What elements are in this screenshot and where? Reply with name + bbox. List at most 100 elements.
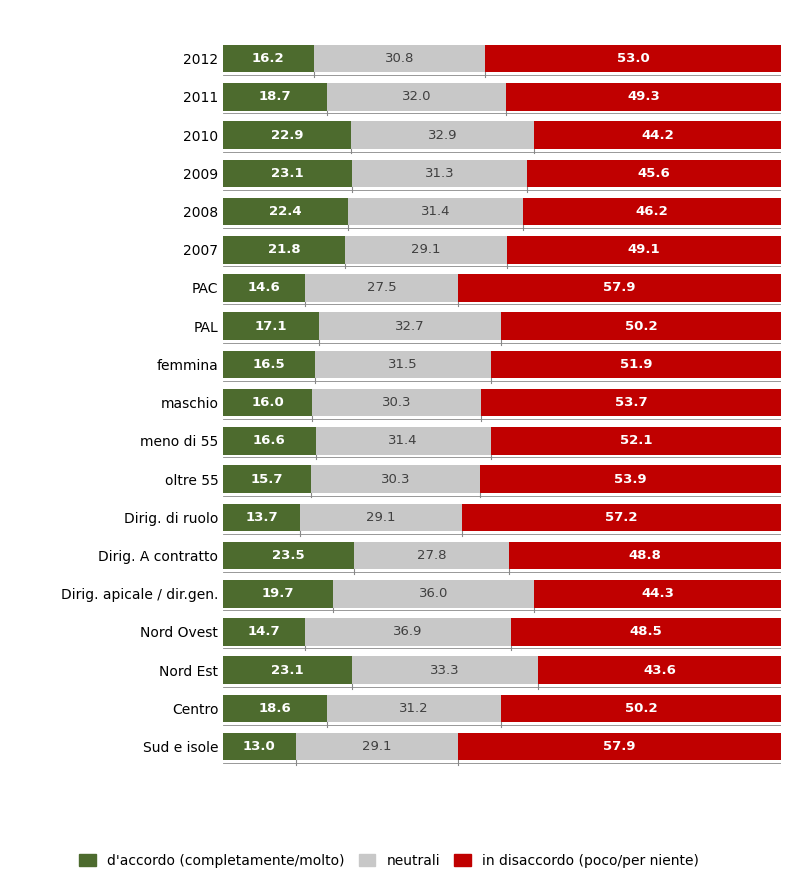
Bar — [501, 312, 781, 340]
Text: 36.0: 36.0 — [418, 587, 448, 600]
Bar — [485, 44, 781, 72]
Text: 16.6: 16.6 — [253, 434, 286, 448]
Text: 19.7: 19.7 — [262, 587, 294, 600]
Text: 36.9: 36.9 — [393, 626, 422, 638]
Text: 16.5: 16.5 — [253, 358, 285, 371]
Text: 51.9: 51.9 — [620, 358, 653, 371]
Text: 14.6: 14.6 — [248, 281, 281, 295]
Bar — [333, 580, 534, 608]
Bar — [507, 236, 781, 263]
Text: 27.5: 27.5 — [367, 281, 396, 295]
Text: 31.4: 31.4 — [388, 434, 418, 448]
Bar — [506, 83, 781, 110]
Text: 44.2: 44.2 — [642, 129, 674, 142]
Text: 44.3: 44.3 — [641, 587, 674, 600]
Text: 31.3: 31.3 — [425, 166, 454, 180]
Bar — [223, 542, 354, 570]
Bar — [223, 732, 296, 760]
Text: 57.9: 57.9 — [603, 281, 636, 295]
Bar — [348, 198, 524, 225]
Bar — [223, 198, 348, 225]
Bar — [527, 159, 781, 187]
Text: 31.2: 31.2 — [399, 702, 429, 715]
Text: 50.2: 50.2 — [625, 702, 658, 715]
Bar — [480, 465, 781, 493]
Text: 53.7: 53.7 — [615, 396, 648, 409]
Bar — [223, 619, 305, 646]
Bar — [352, 159, 527, 187]
Text: 13.0: 13.0 — [243, 740, 276, 753]
Bar — [223, 465, 311, 493]
Text: 15.7: 15.7 — [251, 473, 283, 486]
Text: 23.1: 23.1 — [271, 664, 304, 676]
Text: 16.0: 16.0 — [251, 396, 285, 409]
Text: 29.1: 29.1 — [411, 243, 441, 256]
Text: 31.5: 31.5 — [388, 358, 418, 371]
Bar — [223, 427, 316, 455]
Bar — [458, 732, 781, 760]
Text: 50.2: 50.2 — [625, 320, 658, 333]
Bar — [491, 427, 781, 455]
Text: 17.1: 17.1 — [254, 320, 287, 333]
Bar — [223, 236, 345, 263]
Text: 53.0: 53.0 — [617, 53, 650, 65]
Text: 29.1: 29.1 — [362, 740, 391, 753]
Text: 57.2: 57.2 — [605, 511, 638, 524]
Legend: d'accordo (completamente/molto), neutrali, in disaccordo (poco/per niente): d'accordo (completamente/molto), neutral… — [74, 848, 704, 873]
Bar — [313, 44, 485, 72]
Bar — [351, 121, 535, 149]
Text: 46.2: 46.2 — [636, 205, 669, 218]
Text: 27.8: 27.8 — [417, 549, 446, 562]
Bar — [316, 351, 491, 378]
Text: 22.9: 22.9 — [271, 129, 304, 142]
Bar — [223, 389, 312, 417]
Bar — [501, 695, 781, 722]
Text: 43.6: 43.6 — [643, 664, 676, 676]
Text: 53.9: 53.9 — [614, 473, 647, 486]
Text: 30.3: 30.3 — [383, 396, 412, 409]
Bar — [223, 504, 300, 531]
Bar — [312, 389, 481, 417]
Bar — [534, 580, 781, 608]
Text: 14.7: 14.7 — [248, 626, 281, 638]
Bar — [316, 427, 491, 455]
Text: 49.1: 49.1 — [628, 243, 661, 256]
Text: 52.1: 52.1 — [619, 434, 652, 448]
Bar — [354, 542, 509, 570]
Bar — [319, 312, 501, 340]
Bar — [223, 274, 304, 302]
Bar — [305, 619, 511, 646]
Bar — [223, 44, 313, 72]
Text: 21.8: 21.8 — [268, 243, 300, 256]
Bar — [511, 619, 781, 646]
Text: 49.3: 49.3 — [627, 91, 660, 103]
Text: 33.3: 33.3 — [430, 664, 460, 676]
Text: 23.5: 23.5 — [273, 549, 305, 562]
Bar — [509, 542, 781, 570]
Bar — [535, 121, 781, 149]
Text: 31.4: 31.4 — [421, 205, 450, 218]
Bar — [327, 695, 501, 722]
Bar — [524, 198, 781, 225]
Text: 30.3: 30.3 — [381, 473, 410, 486]
Bar — [458, 274, 781, 302]
Bar — [345, 236, 507, 263]
Text: 48.5: 48.5 — [630, 626, 662, 638]
Bar — [223, 159, 352, 187]
Bar — [223, 312, 319, 340]
Bar — [328, 83, 506, 110]
Bar — [223, 657, 352, 684]
Bar — [300, 504, 462, 531]
Text: 32.9: 32.9 — [428, 129, 457, 142]
Text: 48.8: 48.8 — [629, 549, 662, 562]
Text: 22.4: 22.4 — [269, 205, 302, 218]
Text: 16.2: 16.2 — [252, 53, 285, 65]
Text: 18.7: 18.7 — [259, 91, 292, 103]
Bar — [481, 389, 781, 417]
Bar — [304, 274, 458, 302]
Bar — [223, 695, 327, 722]
Text: 45.6: 45.6 — [638, 166, 670, 180]
Bar — [223, 83, 328, 110]
Text: 29.1: 29.1 — [366, 511, 395, 524]
Bar — [223, 351, 316, 378]
